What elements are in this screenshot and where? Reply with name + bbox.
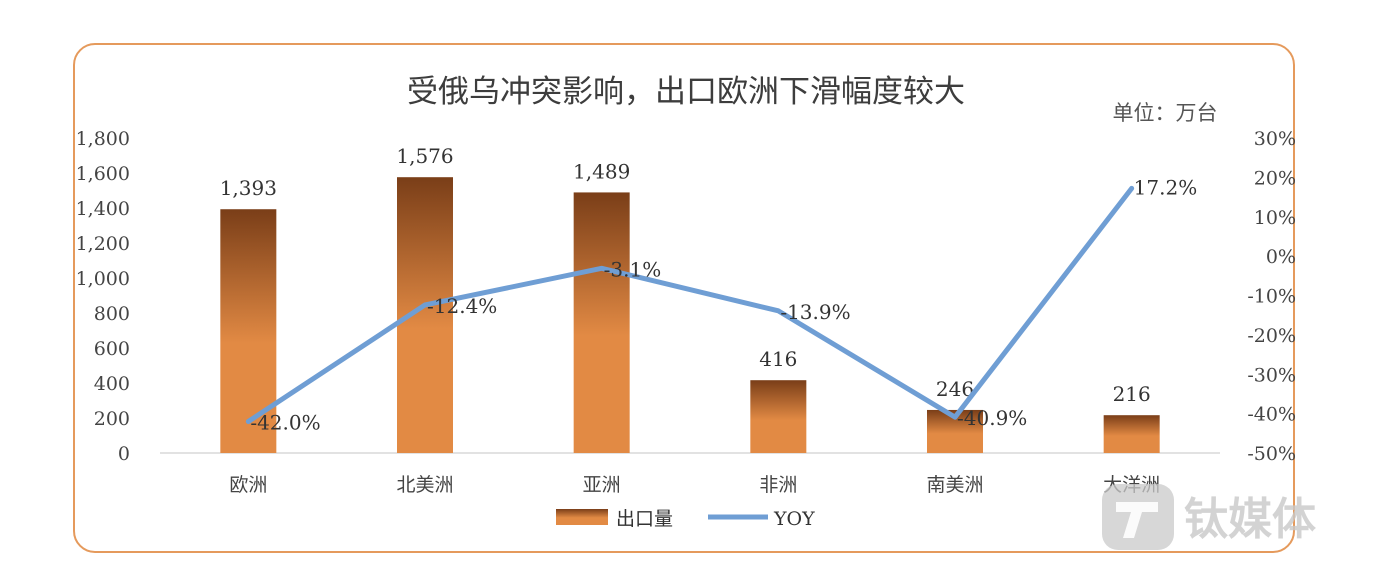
bar-value-label: 416 (759, 347, 797, 371)
left-tick-label: 1,200 (76, 233, 130, 255)
unit-label: 单位：万台 (1113, 101, 1218, 125)
right-tick-label: 10% (1254, 207, 1296, 229)
legend-swatch-bar (556, 509, 608, 525)
left-tick-label: 1,600 (76, 163, 130, 185)
right-axis: -50% -40% -30% -20% -10% 0% 10% 20% 30% (1247, 128, 1296, 465)
yoy-line (245, 185, 1135, 424)
bar (750, 380, 807, 453)
right-tick-label: -50% (1247, 443, 1296, 465)
category-label: 北美洲 (396, 474, 453, 496)
yoy-value-label: 17.2% (1134, 175, 1198, 199)
right-tick-label: -30% (1247, 364, 1296, 386)
category-label: 欧洲 (229, 474, 267, 496)
right-tick-label: -10% (1247, 286, 1296, 308)
watermark-text: 钛媒体 (1184, 494, 1316, 545)
yoy-value-label: -42.0% (250, 411, 320, 435)
yoy-line-series (245, 185, 1135, 424)
left-tick-label: 400 (94, 373, 130, 395)
right-tick-label: 20% (1254, 167, 1296, 189)
bar (573, 192, 630, 454)
chart-card (73, 43, 1295, 553)
bar-value-label: 1,489 (573, 159, 630, 183)
watermark-logo: 钛媒体 (1102, 484, 1316, 550)
left-tick-label: 800 (94, 303, 130, 325)
yoy-data-labels: -42.0% -12.4% -3.1% -13.9% -40.9% 17.2% (250, 175, 1197, 434)
bar-value-label: 216 (1113, 382, 1151, 406)
legend-label-bar: 出口量 (616, 508, 673, 530)
yoy-value-label: -3.1% (604, 257, 662, 281)
category-label: 南美洲 (926, 474, 983, 496)
left-tick-label: 200 (94, 408, 130, 430)
yoy-value-label: -13.9% (780, 300, 850, 324)
bar-value-label: 1,576 (396, 144, 453, 168)
category-label: 亚洲 (583, 474, 621, 496)
right-tick-label: -40% (1247, 404, 1296, 426)
category-label: 非洲 (759, 474, 797, 496)
right-tick-label: 30% (1254, 128, 1296, 150)
right-tick-label: 0% (1266, 246, 1296, 268)
bar-value-label: 1,393 (220, 176, 277, 200)
yoy-value-label: -40.9% (957, 406, 1027, 430)
left-tick-label: 1,000 (76, 268, 130, 290)
left-tick-label: 0 (118, 443, 130, 465)
category-labels: 欧洲北美洲亚洲非洲南美洲大洋洲 (229, 474, 1160, 496)
legend-label-line: YOY (773, 508, 815, 530)
bar (220, 209, 277, 453)
legend: 出口量 YOY (556, 508, 815, 530)
left-tick-label: 600 (94, 338, 130, 360)
right-tick-label: -20% (1247, 325, 1296, 347)
left-axis: 0 200 400 600 800 1,000 1,200 1,400 1,600 1,800 (76, 128, 130, 465)
chart-title: 受俄乌冲突影响，出口欧洲下滑幅度较大 (407, 74, 965, 110)
watermark-t-glyph (1116, 502, 1158, 538)
yoy-value-label: -12.4% (427, 294, 497, 318)
left-tick-label: 1,800 (76, 128, 130, 150)
left-tick-label: 1,400 (76, 198, 130, 220)
bar-series (220, 177, 1160, 454)
bar (1103, 415, 1160, 453)
